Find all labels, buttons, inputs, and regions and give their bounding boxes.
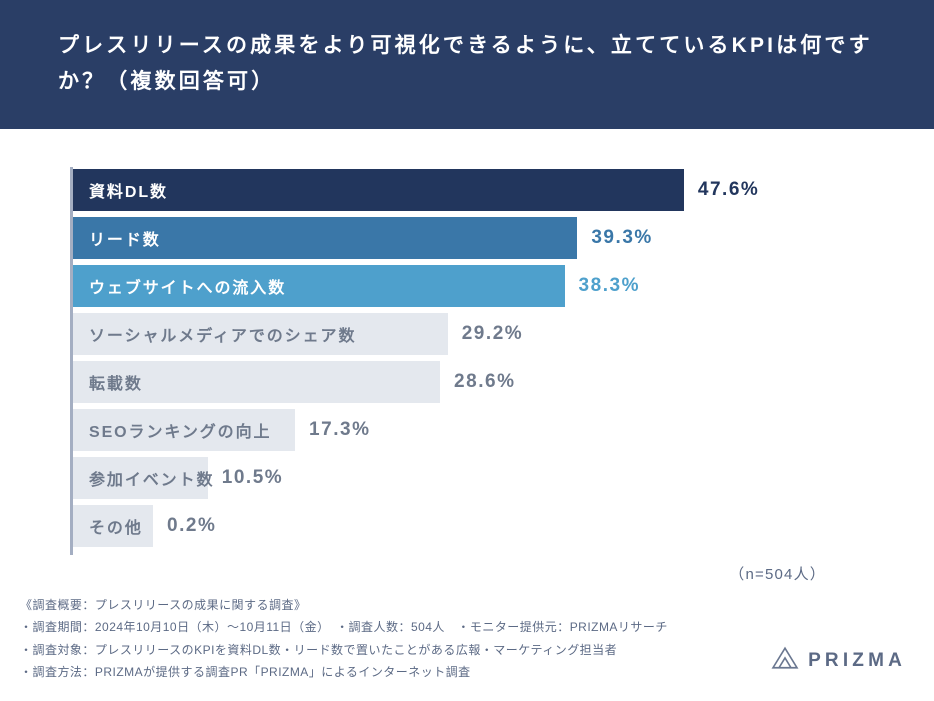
bar-row: リード数 39.3% xyxy=(73,217,886,259)
bars-container: 資料DL数 47.6% リード数 39.3% ウェブサイトへの流入数 38.3% ソーシャル… xyxy=(70,167,886,555)
bar-row: 転載数 28.6% xyxy=(73,361,886,403)
bar-label: 資料DL数 xyxy=(89,178,168,202)
chart-bar: ウェブサイトへの流入数 xyxy=(73,265,565,307)
chart-bar: リード数 xyxy=(73,217,577,259)
bar-label: リード数 xyxy=(89,226,161,250)
page-title: プレスリリースの成果をより可視化できるように、立てているKPIは何ですか？（複数… xyxy=(58,34,873,93)
chart-bar: 参加イベント数 xyxy=(73,457,208,499)
footer-line: 《調査概要：プレスリリースの成果に関する調査》 xyxy=(20,594,914,616)
sample-size-note: （n=504人） xyxy=(70,563,826,584)
bar-row: その他 0.2% xyxy=(73,505,886,547)
footer-line: ・調査期間：2024年10月10日（木）～10月11日（金） ・調査人数：504… xyxy=(20,616,914,638)
chart-bar: 転載数 xyxy=(73,361,440,403)
bar-label: ウェブサイトへの流入数 xyxy=(89,274,286,298)
bar-label: ソーシャルメディアでのシェア数 xyxy=(89,322,356,346)
bar-value: 10.5% xyxy=(222,467,283,489)
bar-value: 47.6% xyxy=(698,179,759,201)
bar-row: ソーシャルメディアでのシェア数 29.2% xyxy=(73,313,886,355)
header: プレスリリースの成果をより可視化できるように、立てているKPIは何ですか？（複数… xyxy=(0,0,934,129)
bar-label: 参加イベント数 xyxy=(89,466,214,490)
bar-label: 転載数 xyxy=(89,370,143,394)
bar-row: 参加イベント数 10.5% xyxy=(73,457,886,499)
bar-row: SEOランキングの向上 17.3% xyxy=(73,409,886,451)
bar-label: SEOランキングの向上 xyxy=(89,418,271,442)
bar-value: 17.3% xyxy=(309,419,370,441)
bar-row: 資料DL数 47.6% xyxy=(73,169,886,211)
bar-value: 28.6% xyxy=(454,371,515,393)
chart-bar: その他 xyxy=(73,505,153,547)
bar-value: 0.2% xyxy=(167,515,216,537)
bar-value: 39.3% xyxy=(591,227,652,249)
bar-value: 38.3% xyxy=(579,275,640,297)
chart-area: 資料DL数 47.6% リード数 39.3% ウェブサイトへの流入数 38.3% ソーシャル… xyxy=(0,129,934,584)
bar-row: ウェブサイトへの流入数 38.3% xyxy=(73,265,886,307)
bar-label: その他 xyxy=(89,514,143,538)
chart-bar: 資料DL数 xyxy=(73,169,684,211)
prizma-logo-icon xyxy=(770,645,800,677)
brand-logo: PRIZMA xyxy=(770,645,906,677)
chart-bar: ソーシャルメディアでのシェア数 xyxy=(73,313,448,355)
chart-bar: SEOランキングの向上 xyxy=(73,409,295,451)
brand-name: PRIZMA xyxy=(808,650,906,672)
bar-value: 29.2% xyxy=(462,323,523,345)
